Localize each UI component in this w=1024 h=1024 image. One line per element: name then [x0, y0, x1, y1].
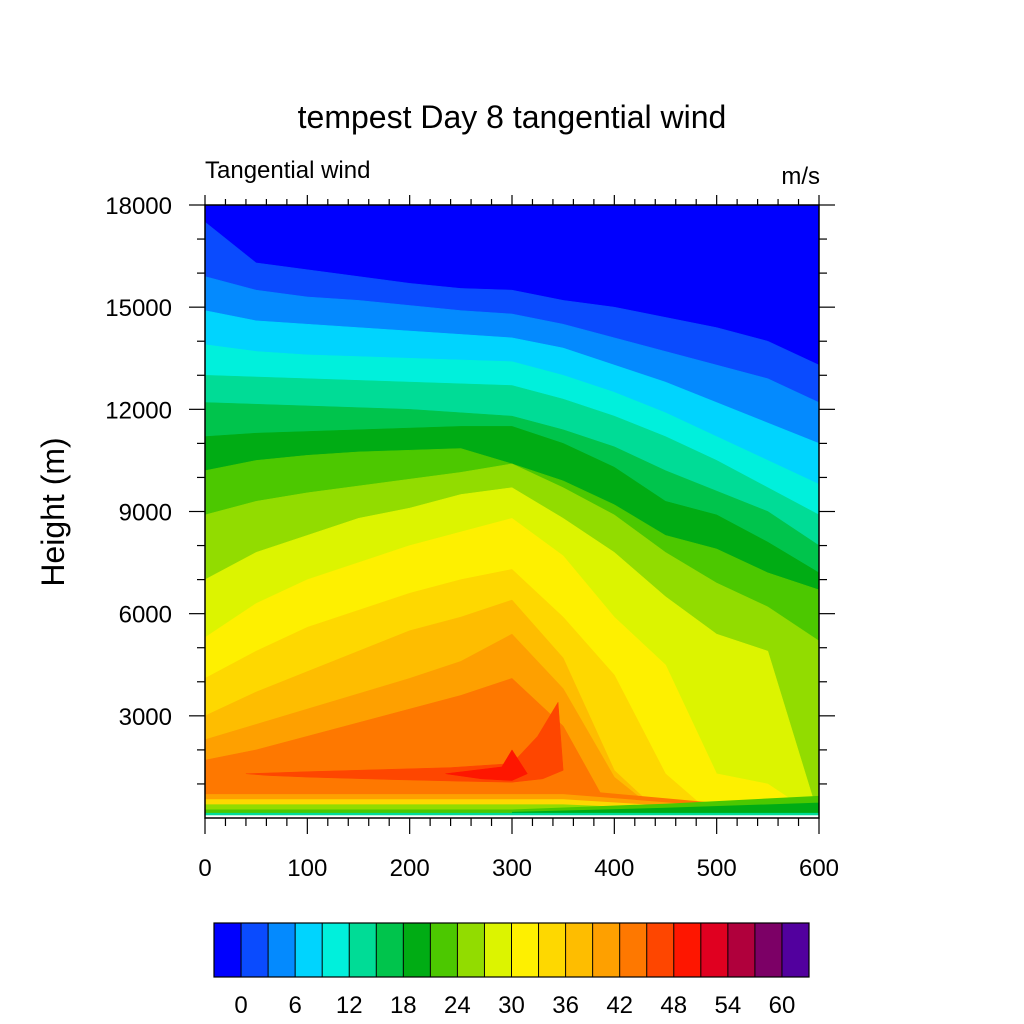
colorbar-swatch [484, 923, 512, 977]
x-tick-labels: 0 100 200 300 400 500 600 [198, 855, 839, 882]
axis-ticks [189, 195, 835, 834]
colorbar-swatch [700, 923, 729, 977]
colorbar-swatch [349, 923, 377, 977]
colorbar-tick-label: 18 [390, 992, 417, 1019]
colorbar-swatch [214, 923, 242, 977]
colorbar-tick-label: 48 [660, 992, 687, 1019]
colorbar-tick-label: 30 [498, 992, 525, 1019]
colorbar-swatch [457, 923, 485, 977]
contour-band-45 [205, 678, 819, 818]
colorbar-frame [213, 922, 810, 978]
colorbar-tick-labels: 0 6 12 18 24 30 36 42 48 54 60 [234, 992, 795, 1019]
colorbar-swatch [592, 923, 620, 977]
y-tick-label: 9000 [119, 500, 172, 527]
colorbar-tick-label: 36 [552, 992, 579, 1019]
surface-band-blank [205, 815, 819, 818]
contour-core-51 [445, 749, 528, 781]
x-tick-label: 300 [492, 855, 532, 882]
colorbar-swatch [727, 923, 756, 977]
colorbar-swatch [673, 923, 702, 977]
x-tick-label: 100 [287, 855, 327, 882]
colorbar-swatch [511, 923, 539, 977]
x-tick-label: 400 [594, 855, 634, 882]
colorbar-tick-label: 0 [234, 992, 247, 1019]
left-subtitle: Tangential wind [205, 157, 370, 184]
colorbar-swatch [241, 923, 269, 977]
colorbar-swatch [268, 923, 296, 977]
colorbar-swatch [646, 923, 675, 977]
contour-core-48 [245, 701, 564, 783]
chart-title: tempest Day 8 tangential wind [298, 99, 727, 135]
colorbar-tick-label: 54 [715, 992, 742, 1019]
colorbar-tick-label: 42 [606, 992, 633, 1019]
x-tick-label: 600 [799, 855, 839, 882]
units-label: m/s [781, 163, 820, 190]
colorbar-swatch [295, 923, 323, 977]
colorbar-swatch [430, 923, 458, 977]
colorbar-swatch [781, 923, 810, 977]
colorbar-swatch [538, 923, 566, 977]
y-axis-label: Height (m) [35, 437, 71, 586]
colorbar [213, 922, 810, 978]
colorbar-tick-label: 24 [444, 992, 471, 1019]
x-tick-label: 200 [390, 855, 430, 882]
colorbar-tick-label: 60 [769, 992, 796, 1019]
colorbar-swatch [619, 923, 648, 977]
x-tick-label: 500 [697, 855, 737, 882]
y-tick-label: 15000 [105, 295, 172, 322]
contour-fill [205, 205, 819, 818]
x-tick-label: 0 [198, 855, 211, 882]
colorbar-tick-label: 12 [336, 992, 363, 1019]
y-tick-label: 3000 [119, 704, 172, 731]
colorbar-tick-label: 6 [288, 992, 301, 1019]
colorbar-swatch [322, 923, 350, 977]
y-tick-label: 12000 [105, 397, 172, 424]
colorbar-swatch [565, 923, 593, 977]
colorbar-swatch [403, 923, 431, 977]
y-tick-label: 18000 [105, 193, 172, 220]
colorbar-swatch [754, 923, 783, 977]
colorbar-swatch [376, 923, 404, 977]
y-tick-label: 6000 [119, 602, 172, 629]
y-tick-labels: 3000 6000 9000 12000 15000 18000 [105, 193, 172, 731]
